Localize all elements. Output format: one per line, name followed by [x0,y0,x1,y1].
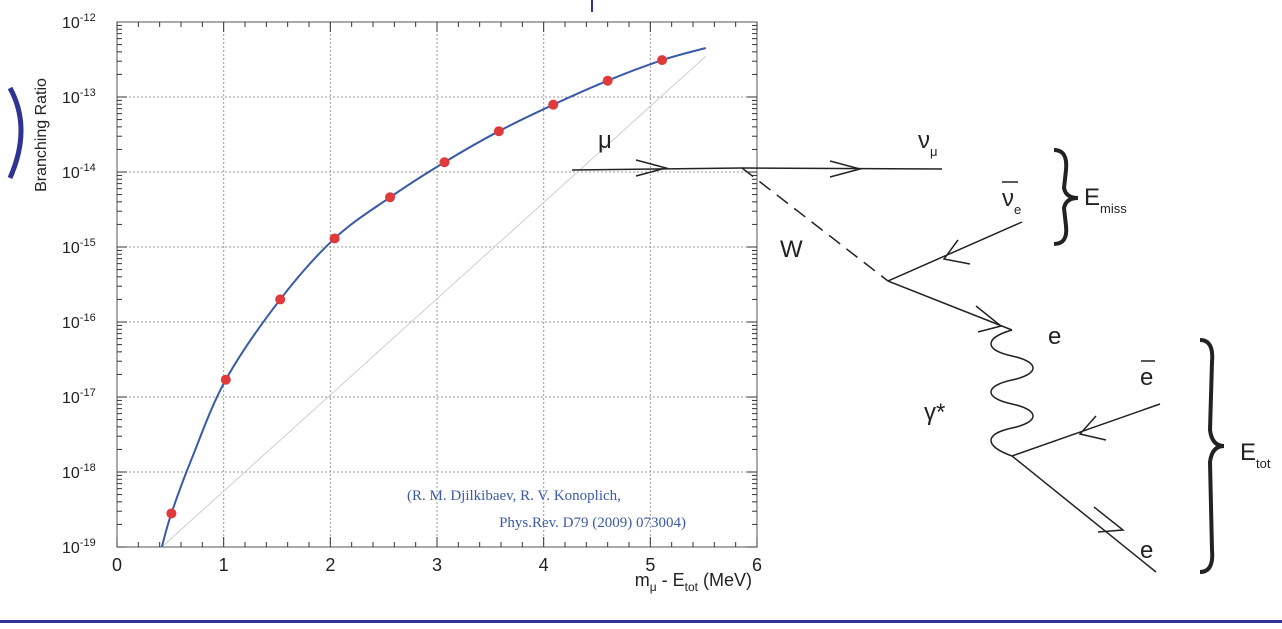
data-point [329,233,340,244]
y-tick-label: 10-14 [62,162,96,182]
nubar-e-arrow [942,239,971,265]
y-axis-label: Branching Ratio [33,78,50,192]
x-tick-label: 1 [219,555,229,575]
data-point [220,374,231,385]
muon-line [571,167,743,171]
data-point [548,99,559,110]
nubar-e-line [887,221,1023,282]
data-point [385,192,396,203]
e-top-label: e [1048,323,1061,350]
x-tick-label: 3 [432,555,442,575]
data-point [439,157,450,168]
e-miss-brace [1053,148,1079,246]
data-point [166,508,177,519]
y-tick-label: 10-16 [62,312,96,332]
positron-line [1011,403,1161,457]
y-tick-label: 10-15 [62,237,96,257]
citation-line-1: (R. M. Djilkibaev, R. V. Konoplich, [407,488,621,504]
minor-ticks [116,22,758,548]
y-tick-labels: 10-12 10-13 10-14 10-15 10-16 10-17 10-18 10-19 [62,12,96,557]
nubar-e-label: νe [1002,185,1021,217]
x-axis-label: mμ - Etot (MeV) [635,570,752,594]
muon-arrow [635,159,669,177]
y-tick-label: 10-17 [62,387,96,407]
e-miss-label: Emiss [1084,184,1127,216]
y-tick-label: 10-12 [62,12,96,32]
ebar-label: e [1140,364,1153,391]
w-label: W [780,236,803,263]
x-tick-label: 6 [752,555,762,575]
chart-grid [117,22,757,547]
electron-bottom-line [1011,455,1157,573]
w-boson-line [741,167,889,282]
slide-accent-arc [7,86,24,180]
data-point [275,294,286,305]
nu-mu-label: νμ [918,127,938,159]
citation-line-2: Phys.Rev. D79 (2009) 073004) [499,515,686,531]
nu-mu-arrow [829,160,863,178]
electron-arrow [975,305,1003,333]
e-tot-label: Etot [1240,439,1271,471]
data-point [602,75,613,86]
data-points [166,55,668,519]
data-point [493,126,504,137]
y-tick-label: 10-13 [62,87,96,107]
e-bottom-label: e [1140,537,1153,564]
mu-label: μ [598,127,612,154]
x-tick-labels: 0 1 2 3 4 5 6 [112,555,762,575]
electron-bottom-arrow [1093,506,1125,533]
electron-line [887,280,1013,331]
feynman-diagram: μ νμ νe Emiss W e e γ* e Etot [571,127,1271,574]
reference-line [161,55,707,548]
virtual-photon [990,329,1034,457]
positron-arrow [1078,415,1107,441]
x-tick-label: 0 [112,555,122,575]
data-point [657,55,668,66]
x-tick-label: 5 [645,555,655,575]
nu-mu-line [741,167,943,170]
slide-footer-bar [0,620,1282,623]
x-tick-label: 2 [325,555,335,575]
gamma-star-label: γ* [924,399,945,426]
y-tick-label: 10-18 [62,462,96,482]
x-tick-label: 4 [539,555,549,575]
e-tot-brace [1199,338,1225,574]
y-tick-label: 10-19 [62,537,96,557]
plot-frame [116,21,758,548]
